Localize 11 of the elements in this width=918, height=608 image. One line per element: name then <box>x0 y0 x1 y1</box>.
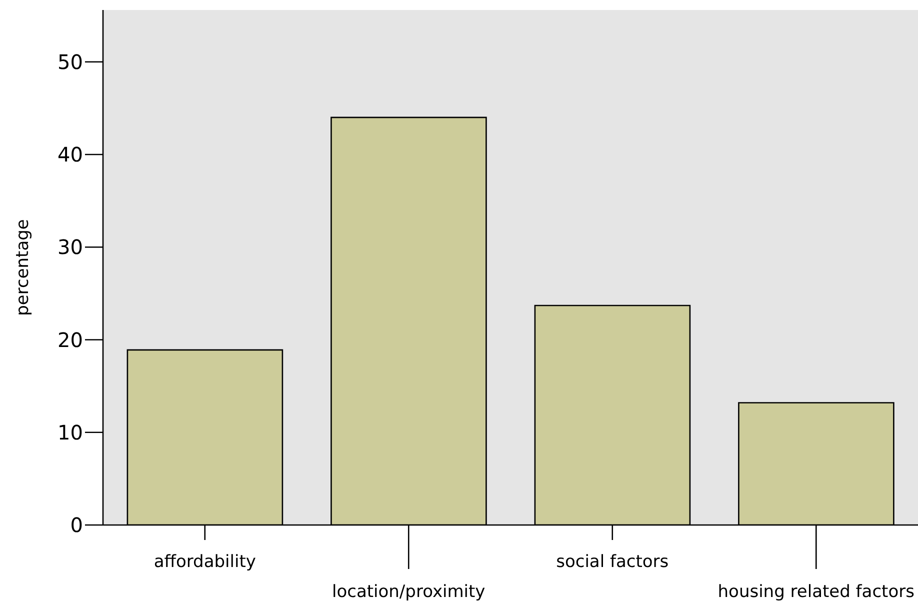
x-tick-label: housing related factors <box>718 582 915 602</box>
y-tick-label: 50 <box>58 50 83 74</box>
y-tick-label: 10 <box>58 420 83 444</box>
y-tick-label: 30 <box>58 235 83 260</box>
y-tick-label: 20 <box>58 328 83 352</box>
y-tick-label: 0 <box>70 513 83 538</box>
y-axis-title: percentage <box>13 219 34 316</box>
y-tick-label: 40 <box>58 142 83 167</box>
x-tick-label: location/proximity <box>332 582 486 602</box>
x-tick-label: social factors <box>556 552 669 572</box>
x-tick-label: affordability <box>154 552 256 572</box>
